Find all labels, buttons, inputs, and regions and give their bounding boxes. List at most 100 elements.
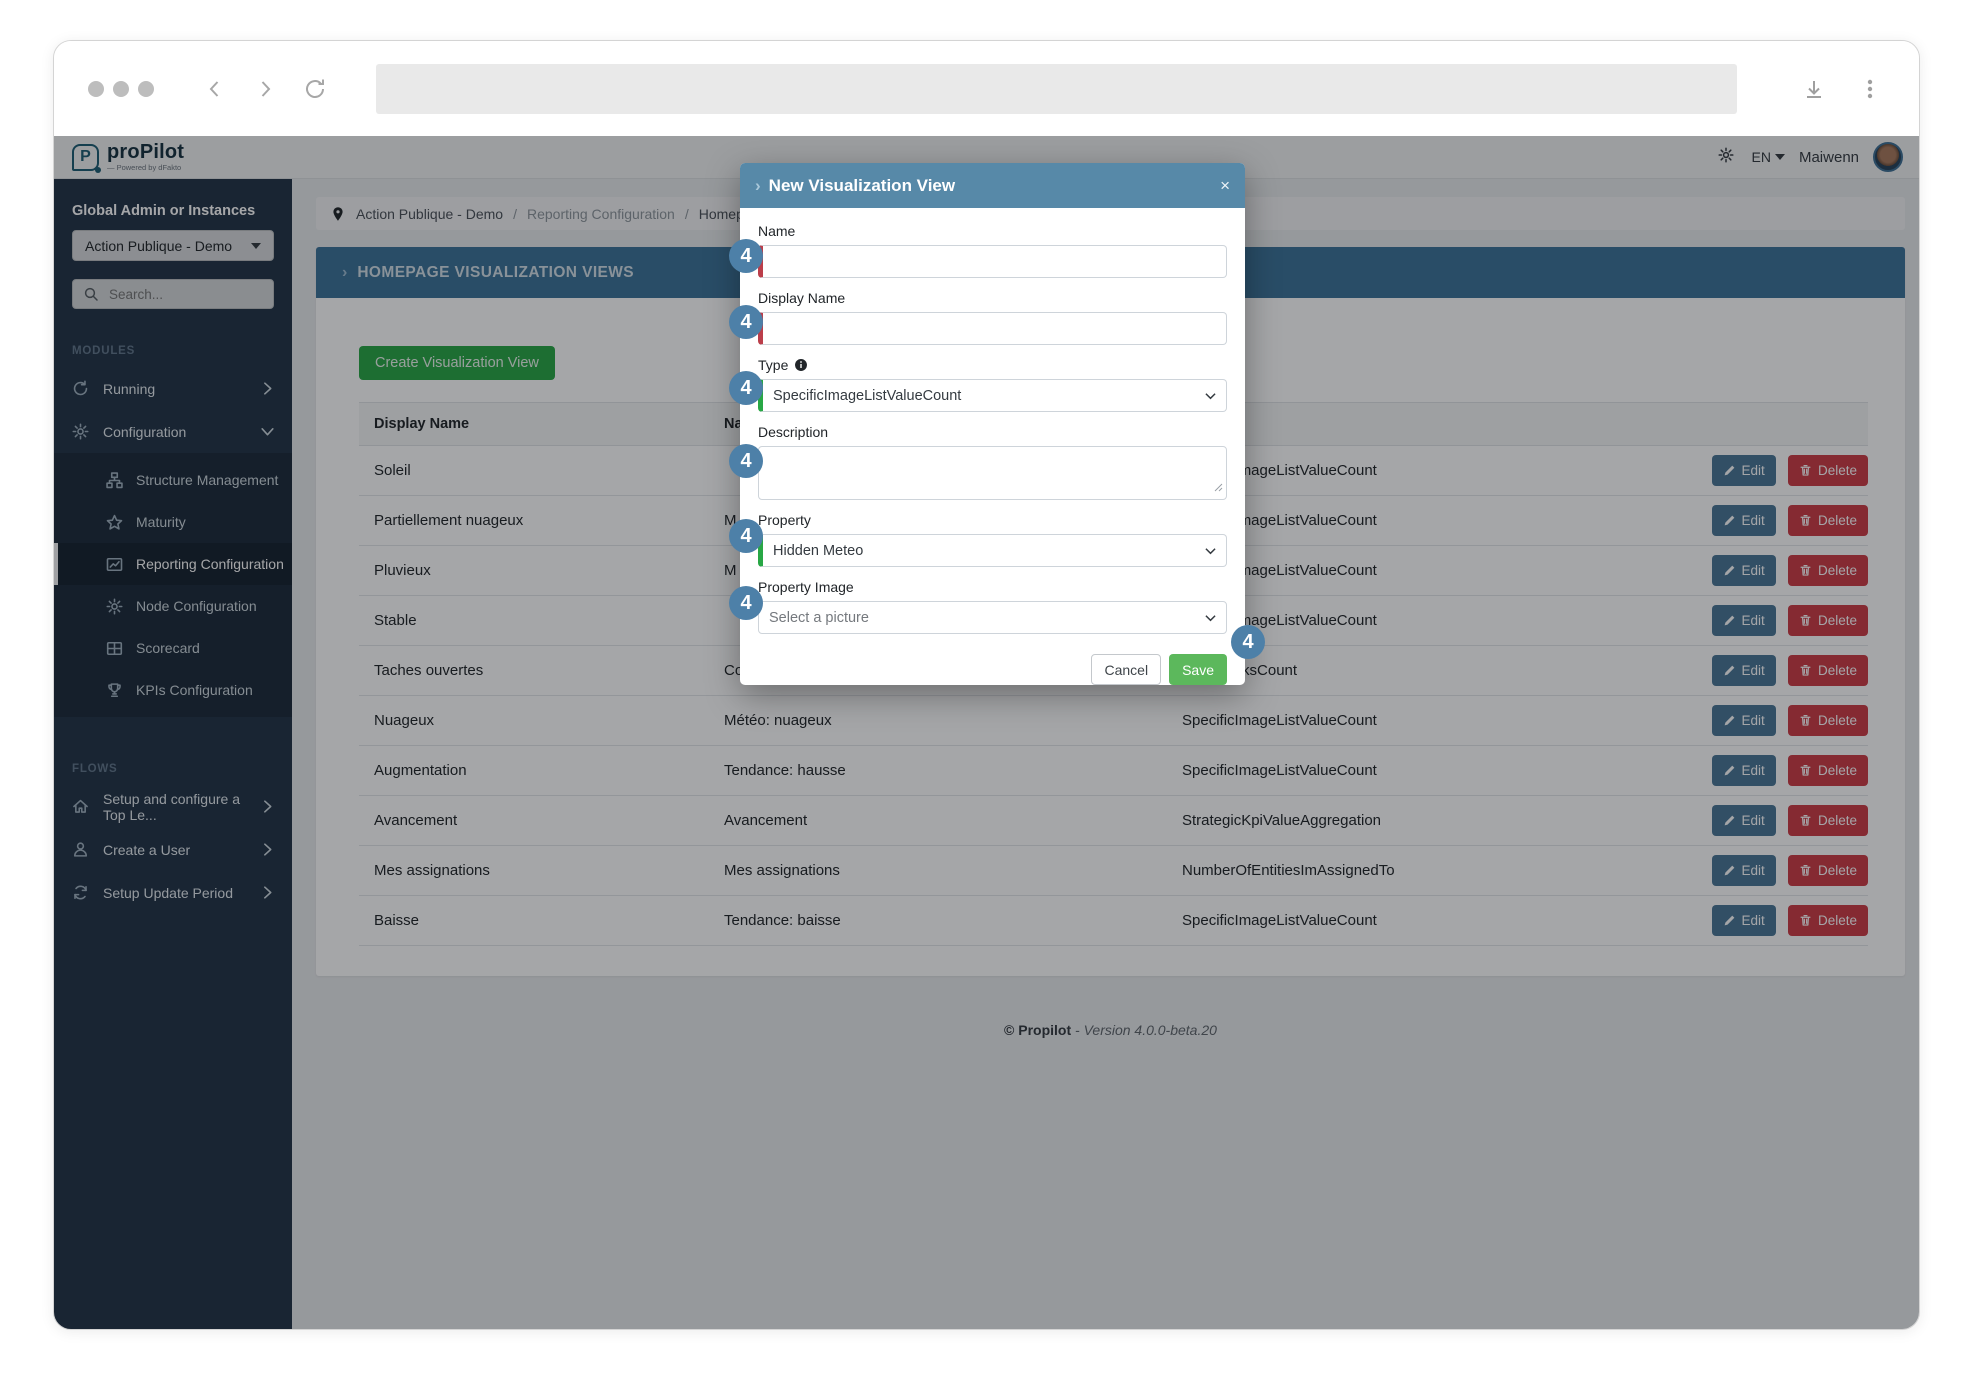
sidebar-item-kpis-configuration[interactable]: KPIs Configuration	[54, 669, 292, 711]
delete-button[interactable]: Delete	[1787, 455, 1868, 486]
sidebar-item-create-a-user[interactable]: Create a User	[54, 828, 292, 871]
sidebar-item-label: Scorecard	[136, 640, 200, 656]
display-name-input[interactable]	[758, 312, 1227, 345]
pencil-icon	[1723, 914, 1736, 927]
sidebar-item-setup-and-configure-a-top-le[interactable]: Setup and configure a Top Le...	[54, 785, 292, 828]
delete-button[interactable]: Delete	[1787, 805, 1868, 836]
table-icon	[106, 640, 123, 657]
modal-footer: Cancel Save	[740, 646, 1245, 685]
breadcrumb-item[interactable]: Action Publique - Demo	[356, 205, 504, 222]
instance-selector[interactable]: Action Publique - Demo	[72, 230, 274, 261]
cell-actions: Edit Delete	[1648, 895, 1868, 946]
sidebar-item-reporting-configuration[interactable]: Reporting Configuration	[54, 543, 292, 585]
cell-display-name: Mes assignations	[359, 845, 709, 896]
pencil-icon	[1723, 464, 1736, 477]
kebab-menu-icon[interactable]	[1855, 74, 1885, 104]
cell-display-name: Soleil	[359, 445, 709, 496]
cell-name: Mes assignations	[709, 845, 1167, 896]
propilot-logo: P proPilot — Powered by dFakto	[72, 142, 184, 173]
edit-button[interactable]: Edit	[1711, 455, 1776, 486]
language-selector[interactable]: EN	[1752, 149, 1785, 165]
chevron-right-icon	[259, 884, 276, 901]
settings-gear-icon[interactable]	[1717, 147, 1738, 167]
sidebar: Global Admin or Instances Action Publiqu…	[54, 179, 292, 1329]
sidebar-item-node-configuration[interactable]: Node Configuration	[54, 585, 292, 627]
delete-button[interactable]: Delete	[1787, 755, 1868, 786]
pencil-icon	[1723, 664, 1736, 677]
name-field-label: Name	[758, 223, 796, 239]
property-select[interactable]: Hidden Meteo	[758, 534, 1227, 567]
trash-icon	[1799, 814, 1812, 827]
delete-button[interactable]: Delete	[1787, 555, 1868, 586]
cell-display-name: Avancement	[359, 795, 709, 846]
sidebar-item-label: KPIs Configuration	[136, 682, 253, 698]
annotation-step-badge: 4	[729, 239, 763, 273]
search-input[interactable]	[107, 285, 237, 303]
edit-button[interactable]: Edit	[1711, 755, 1776, 786]
edit-button[interactable]: Edit	[1711, 905, 1776, 936]
home-icon	[72, 798, 89, 815]
delete-button[interactable]: Delete	[1787, 505, 1868, 536]
sidebar-item-configuration[interactable]: Configuration	[54, 410, 292, 453]
sidebar-item-maturity[interactable]: Maturity	[54, 501, 292, 543]
configuration-submenu: Structure Management Maturity Reporting …	[54, 453, 292, 717]
edit-button[interactable]: Edit	[1711, 605, 1776, 636]
cell-actions: Edit Delete	[1648, 695, 1868, 746]
resize-handle-icon[interactable]	[1214, 480, 1223, 496]
edit-button[interactable]: Edit	[1711, 655, 1776, 686]
breadcrumb-separator: /	[684, 205, 689, 222]
cell-name: Météo: nuageux	[709, 695, 1167, 746]
refresh-icon[interactable]	[300, 74, 330, 104]
sidebar-item-label: Maturity	[136, 514, 186, 530]
breadcrumb-item[interactable]: Reporting Configuration	[526, 205, 675, 222]
username-label: Maiwenn	[1798, 148, 1859, 166]
new-visualization-view-modal: › New Visualization View × Name Display …	[740, 163, 1245, 685]
cancel-button[interactable]: Cancel	[1091, 654, 1162, 685]
cell-display-name: Stable	[359, 595, 709, 646]
delete-button[interactable]: Delete	[1787, 655, 1868, 686]
cell-display-name: Nuageux	[359, 695, 709, 746]
modal-title: New Visualization View	[768, 175, 956, 195]
pencil-icon	[1723, 714, 1736, 727]
description-textarea[interactable]	[758, 446, 1227, 500]
cell-display-name: Partiellement nuageux	[359, 495, 709, 546]
download-icon[interactable]	[1799, 74, 1829, 104]
annotation-step-badge: 4	[729, 586, 763, 620]
sidebar-item-structure-management[interactable]: Structure Management	[54, 459, 292, 501]
type-select[interactable]: SpecificImageListValueCount	[758, 379, 1227, 412]
sidebar-item-setup-update-period[interactable]: Setup Update Period	[54, 871, 292, 914]
forward-icon[interactable]	[250, 74, 280, 104]
modules-section-label: MODULES	[72, 345, 136, 357]
edit-button[interactable]: Edit	[1711, 855, 1776, 886]
trash-icon	[1799, 764, 1812, 777]
sidebar-item-running[interactable]: Running	[54, 367, 292, 410]
edit-button[interactable]: Edit	[1711, 555, 1776, 586]
property-image-select[interactable]: Select a picture	[758, 601, 1227, 634]
delete-button[interactable]: Delete	[1787, 855, 1868, 886]
edit-button[interactable]: Edit	[1711, 705, 1776, 736]
delete-button[interactable]: Delete	[1787, 905, 1868, 936]
edit-button[interactable]: Edit	[1711, 505, 1776, 536]
back-icon[interactable]	[200, 74, 230, 104]
delete-button[interactable]: Delete	[1787, 705, 1868, 736]
sidebar-search[interactable]	[72, 279, 274, 309]
panel-title: HOMEPAGE VISUALIZATION VIEWS	[357, 263, 635, 281]
star-icon	[106, 514, 123, 531]
name-input[interactable]	[758, 245, 1227, 278]
property-image-placeholder: Select a picture	[769, 609, 869, 626]
edit-button[interactable]: Edit	[1711, 805, 1776, 836]
pencil-icon	[1723, 764, 1736, 777]
cell-display-name: Taches ouvertes	[359, 645, 709, 696]
create-visualization-view-button[interactable]: Create Visualization View	[359, 346, 555, 380]
chevron-down-icon	[1205, 388, 1216, 404]
save-button[interactable]: Save	[1169, 654, 1227, 685]
footer-version: - Version 4.0.0-beta.20	[1075, 1022, 1217, 1038]
delete-button[interactable]: Delete	[1787, 605, 1868, 636]
close-icon[interactable]: ×	[1220, 176, 1230, 195]
sidebar-item-scorecard[interactable]: Scorecard	[54, 627, 292, 669]
address-bar[interactable]	[376, 63, 1737, 114]
user-avatar[interactable]	[1873, 142, 1903, 172]
location-pin-icon	[330, 206, 346, 222]
breadcrumb-separator: /	[513, 205, 517, 222]
trash-icon	[1799, 464, 1812, 477]
